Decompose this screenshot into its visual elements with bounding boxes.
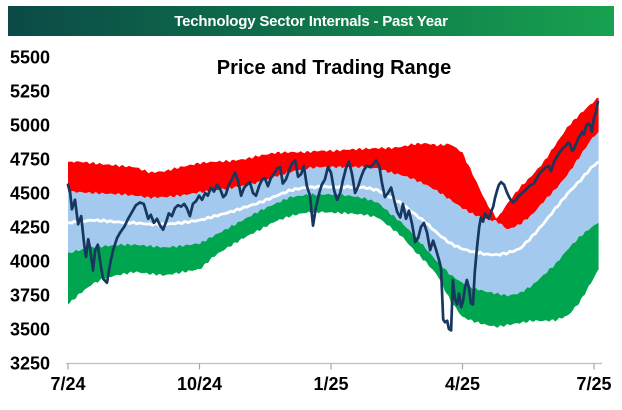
band-red <box>68 97 599 230</box>
title-bar: Technology Sector Internals - Past Year <box>8 6 614 36</box>
x-tick-label: 7/24 <box>50 374 85 394</box>
band-blue <box>68 131 599 297</box>
y-tick-label: 4500 <box>10 184 50 204</box>
chart-subtitle: Price and Trading Range <box>216 57 452 79</box>
y-tick-label: 4250 <box>10 218 50 238</box>
y-tick-label: 4000 <box>10 252 50 272</box>
y-tick-label: 3500 <box>10 320 50 340</box>
y-tick-label: 3750 <box>10 286 50 306</box>
x-tick-label: 1/25 <box>313 374 348 394</box>
band-green <box>68 193 599 328</box>
title-bar-text: Technology Sector Internals - Past Year <box>174 12 448 30</box>
y-tick-label: 5500 <box>10 48 50 68</box>
y-tick-label: 3250 <box>10 354 50 374</box>
y-tick-label: 5000 <box>10 116 50 136</box>
x-tick-label: 4/25 <box>445 374 480 394</box>
y-tick-label: 4750 <box>10 150 50 170</box>
price-line <box>66 100 600 332</box>
x-tick-label: 10/24 <box>177 374 222 394</box>
x-tick-label: 7/25 <box>576 374 611 394</box>
y-tick-label: 5250 <box>10 82 50 102</box>
